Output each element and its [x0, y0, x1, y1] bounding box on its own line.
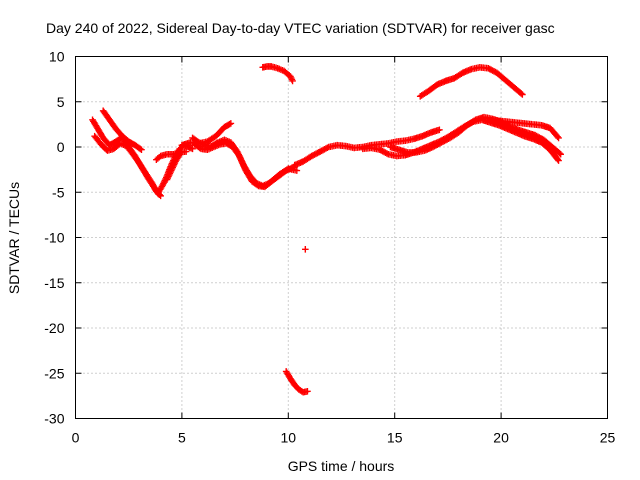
data-point	[555, 134, 562, 142]
series-arc-i	[191, 140, 301, 191]
grid	[75, 56, 608, 419]
series-arc-m	[487, 116, 562, 142]
data-point	[138, 146, 145, 154]
x-axis-label: GPS time / hours	[288, 458, 395, 474]
x-tick-label: 10	[281, 430, 297, 446]
data-point	[302, 245, 309, 253]
y-tick-label: -10	[44, 230, 64, 246]
data-point	[557, 150, 564, 158]
x-tick-labels: 0 5 10 15 20 25	[72, 430, 616, 446]
series-arc-g	[178, 120, 235, 149]
data-point	[293, 167, 301, 174]
data-point	[182, 148, 190, 155]
y-tick-label: 0	[57, 139, 65, 155]
y-tick-label: -25	[44, 365, 64, 381]
x-tick-label: 5	[178, 430, 186, 446]
series-arc-e	[153, 148, 190, 163]
series-arc-p	[282, 368, 311, 396]
chart-title: Day 240 of 2022, Sidereal Day-to-day VTE…	[46, 20, 555, 36]
series-arc-d	[155, 141, 196, 196]
series-arc-j	[291, 126, 443, 169]
axis-ticks	[75, 56, 608, 419]
x-tick-label: 20	[493, 430, 509, 446]
y-tick-label: -5	[52, 184, 65, 200]
data-point	[289, 77, 296, 85]
series-arc-f	[163, 150, 184, 183]
y-tick-label: -20	[44, 320, 64, 336]
data-point	[519, 91, 526, 98]
data-point	[304, 388, 311, 395]
series-arc-c	[99, 107, 145, 154]
y-tick-label: 10	[49, 49, 65, 65]
data-point	[436, 126, 443, 134]
y-tick-label: 5	[57, 94, 65, 110]
y-tick-label: -15	[44, 275, 64, 291]
y-axis-label: SDTVAR / TECUs	[6, 182, 22, 294]
data-point	[176, 150, 184, 158]
data-point	[189, 145, 196, 153]
series-arc-b	[91, 132, 164, 200]
x-tick-label: 25	[600, 430, 616, 446]
data-point	[555, 157, 562, 164]
data-point	[157, 192, 164, 200]
y-tick-labels: -30 -25 -20 -15 -10 -5 0 5 10	[44, 49, 64, 427]
y-tick-label: -30	[44, 411, 64, 427]
data-points	[89, 63, 564, 396]
series-arc-n	[416, 64, 526, 100]
x-tick-label: 15	[387, 430, 403, 446]
x-tick-label: 0	[72, 430, 80, 446]
series-arc-o	[259, 63, 296, 85]
data-point	[227, 120, 235, 127]
series-arc-q	[302, 245, 309, 253]
